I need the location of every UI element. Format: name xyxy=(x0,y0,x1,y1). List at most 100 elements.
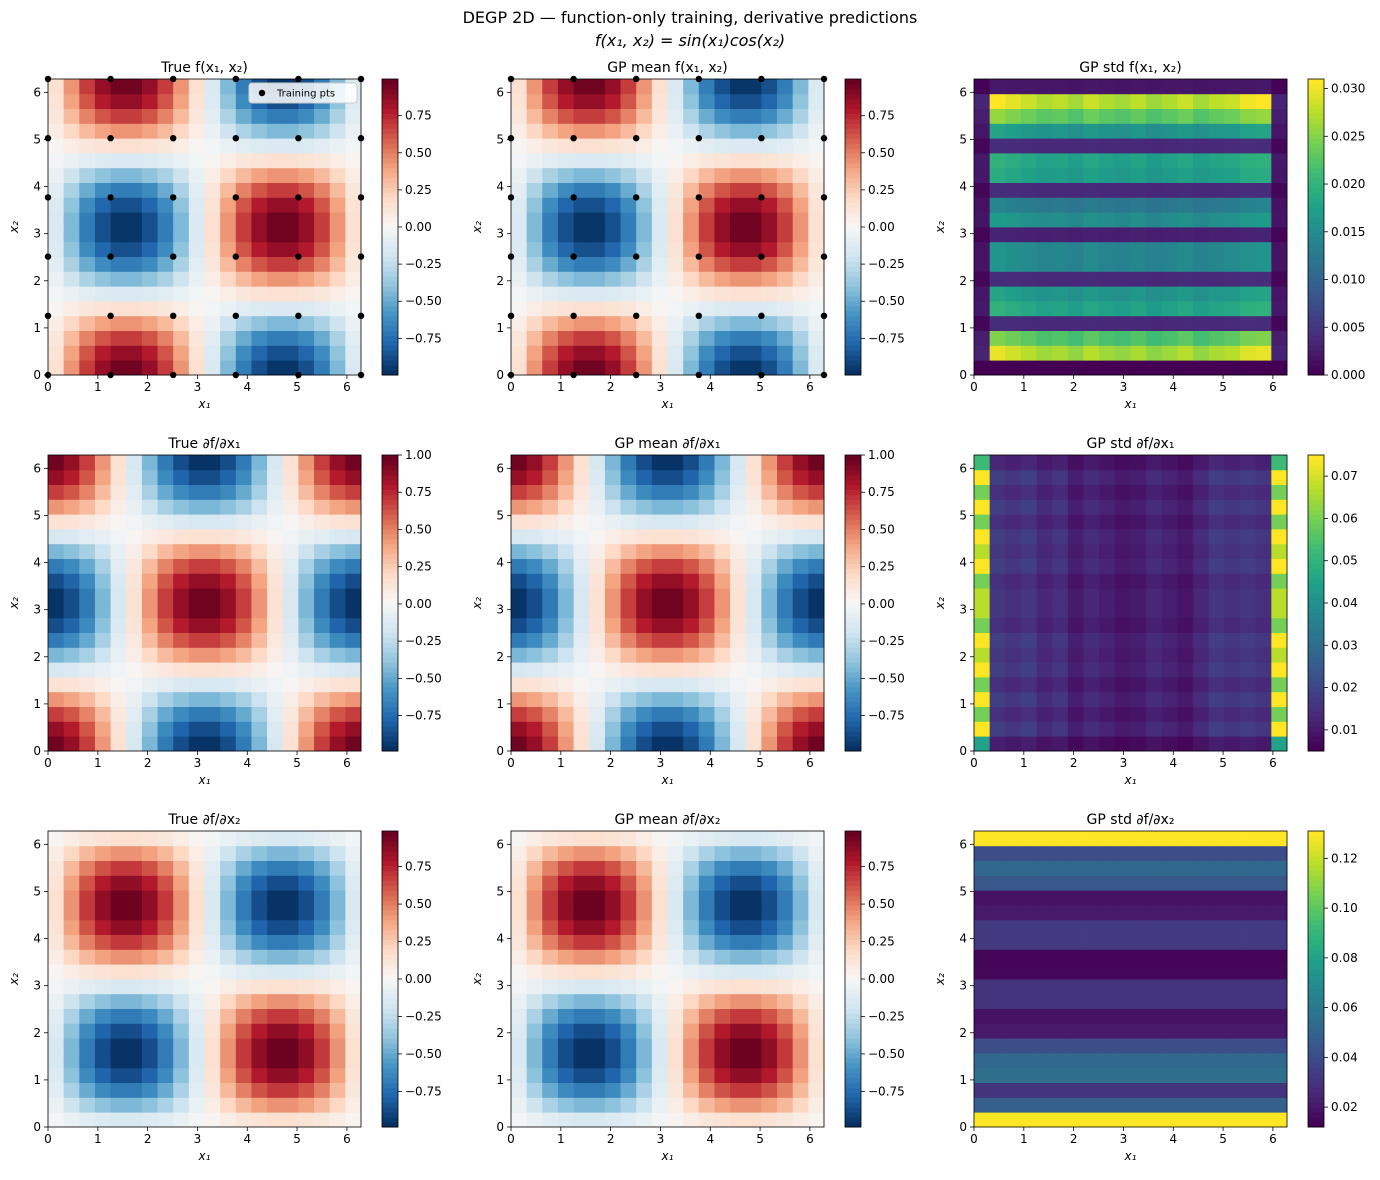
training-point xyxy=(570,134,577,142)
heatmap-cell xyxy=(1020,1023,1037,1039)
heatmap-cell xyxy=(1052,286,1069,302)
heatmap-cell xyxy=(1271,182,1288,198)
heatmap-cell xyxy=(188,890,205,906)
heatmap-cell xyxy=(1271,875,1288,891)
colorbar-segment xyxy=(382,1023,398,1029)
heatmap-cell xyxy=(526,212,543,228)
heatmap-cell xyxy=(298,603,315,619)
heatmap-cell xyxy=(126,979,143,995)
heatmap-cell xyxy=(1067,662,1084,678)
heatmap-cell xyxy=(542,153,559,169)
heatmap-cell xyxy=(620,197,637,213)
colorbar-segment xyxy=(382,335,398,341)
heatmap-cell xyxy=(79,315,96,331)
heatmap-cell xyxy=(298,964,315,980)
heatmap-cell xyxy=(1193,469,1210,485)
y-axis-label: x₂ xyxy=(933,973,947,986)
heatmap-cell xyxy=(79,632,96,648)
colorbar-segment xyxy=(845,885,861,891)
heatmap-cell xyxy=(1130,315,1147,331)
heatmap-cell xyxy=(1208,1097,1225,1113)
heatmap-cell xyxy=(1036,603,1053,619)
heatmap-cell xyxy=(282,647,299,663)
heatmap-cell xyxy=(1208,93,1225,109)
y-tick-label: 4 xyxy=(496,180,504,194)
heatmap-cell xyxy=(792,617,809,633)
colorbar-segment xyxy=(1308,529,1324,535)
colorbar-tick-label: 0.020 xyxy=(1331,177,1365,191)
heatmap-cell xyxy=(1193,330,1210,346)
heatmap-cell xyxy=(345,330,362,346)
x-tick-label: 0 xyxy=(44,380,52,394)
heatmap-cell xyxy=(141,529,158,545)
colorbar-segment xyxy=(382,573,398,579)
axes-frame xyxy=(47,78,362,376)
heatmap-cell xyxy=(573,1112,590,1128)
heatmap-cell xyxy=(1161,1082,1178,1098)
heatmap-cell xyxy=(1224,588,1241,604)
y-tick-label: 1 xyxy=(959,697,967,711)
heatmap-cell xyxy=(79,1038,96,1054)
heatmap-cell xyxy=(1255,197,1272,213)
heatmap-cell xyxy=(1208,845,1225,861)
heatmap-cell xyxy=(557,677,574,693)
heatmap-cell xyxy=(204,345,221,361)
heatmap-cell xyxy=(542,1067,559,1083)
heatmap-cell xyxy=(698,647,715,663)
colorbar-tick-label: 0.10 xyxy=(1331,901,1358,915)
colorbar-segment xyxy=(845,617,861,624)
heatmap-cell xyxy=(188,736,205,752)
heatmap-cell xyxy=(282,360,299,376)
heatmap-cell xyxy=(267,345,284,361)
heatmap-cell xyxy=(808,706,825,722)
heatmap-cell xyxy=(94,691,111,707)
heatmap-cell xyxy=(298,1097,315,1113)
heatmap-cell xyxy=(1161,123,1178,139)
heatmap-cell xyxy=(48,949,65,965)
heatmap-cell xyxy=(1083,949,1100,965)
heatmap-cell xyxy=(683,831,700,847)
heatmap-cell xyxy=(974,360,991,376)
heatmap-cell xyxy=(1271,286,1288,302)
colorbar-segment xyxy=(1308,1057,1324,1064)
heatmap-cell xyxy=(141,197,158,213)
heatmap-cell xyxy=(188,212,205,228)
colorbar-segment xyxy=(1308,885,1324,891)
heatmap-cell xyxy=(173,108,190,124)
colorbar-segment xyxy=(1308,909,1324,916)
heatmap-cell xyxy=(1255,934,1272,950)
heatmap-cell xyxy=(188,905,205,921)
heatmap-cell xyxy=(792,330,809,346)
heatmap-cell xyxy=(345,677,362,693)
heatmap-cell xyxy=(542,360,559,376)
y-tick-label: 6 xyxy=(959,837,967,851)
heatmap-cell xyxy=(1052,979,1069,995)
heatmap-cell xyxy=(157,1038,174,1054)
heatmap-cell xyxy=(698,662,715,678)
heatmap-cell xyxy=(1020,79,1037,95)
heatmap-cell xyxy=(110,1008,127,1024)
heatmap-cell xyxy=(1114,875,1131,891)
heatmap-cell xyxy=(329,647,346,663)
heatmap-cell xyxy=(557,182,574,198)
heatmap-cell xyxy=(48,93,65,109)
heatmap-cell xyxy=(126,286,143,302)
heatmap-cell xyxy=(204,1082,221,1098)
heatmap-cell xyxy=(989,197,1006,213)
heatmap-cell xyxy=(620,721,637,737)
heatmap-cell xyxy=(314,271,331,287)
heatmap-cell xyxy=(267,979,284,995)
heatmap-cell xyxy=(282,617,299,633)
heatmap-cell xyxy=(698,1082,715,1098)
heatmap-cell xyxy=(620,301,637,317)
heatmap-cell xyxy=(110,301,127,317)
heatmap-cell xyxy=(79,1067,96,1083)
heatmap-cell xyxy=(204,286,221,302)
heatmap-cell xyxy=(345,241,362,257)
colorbar-segment xyxy=(382,617,398,624)
heatmap-cell xyxy=(1208,514,1225,530)
heatmap-cell xyxy=(1067,706,1084,722)
colorbar-segment xyxy=(1308,83,1324,90)
heatmap-cell xyxy=(1052,647,1069,663)
heatmap-cell xyxy=(1020,736,1037,752)
